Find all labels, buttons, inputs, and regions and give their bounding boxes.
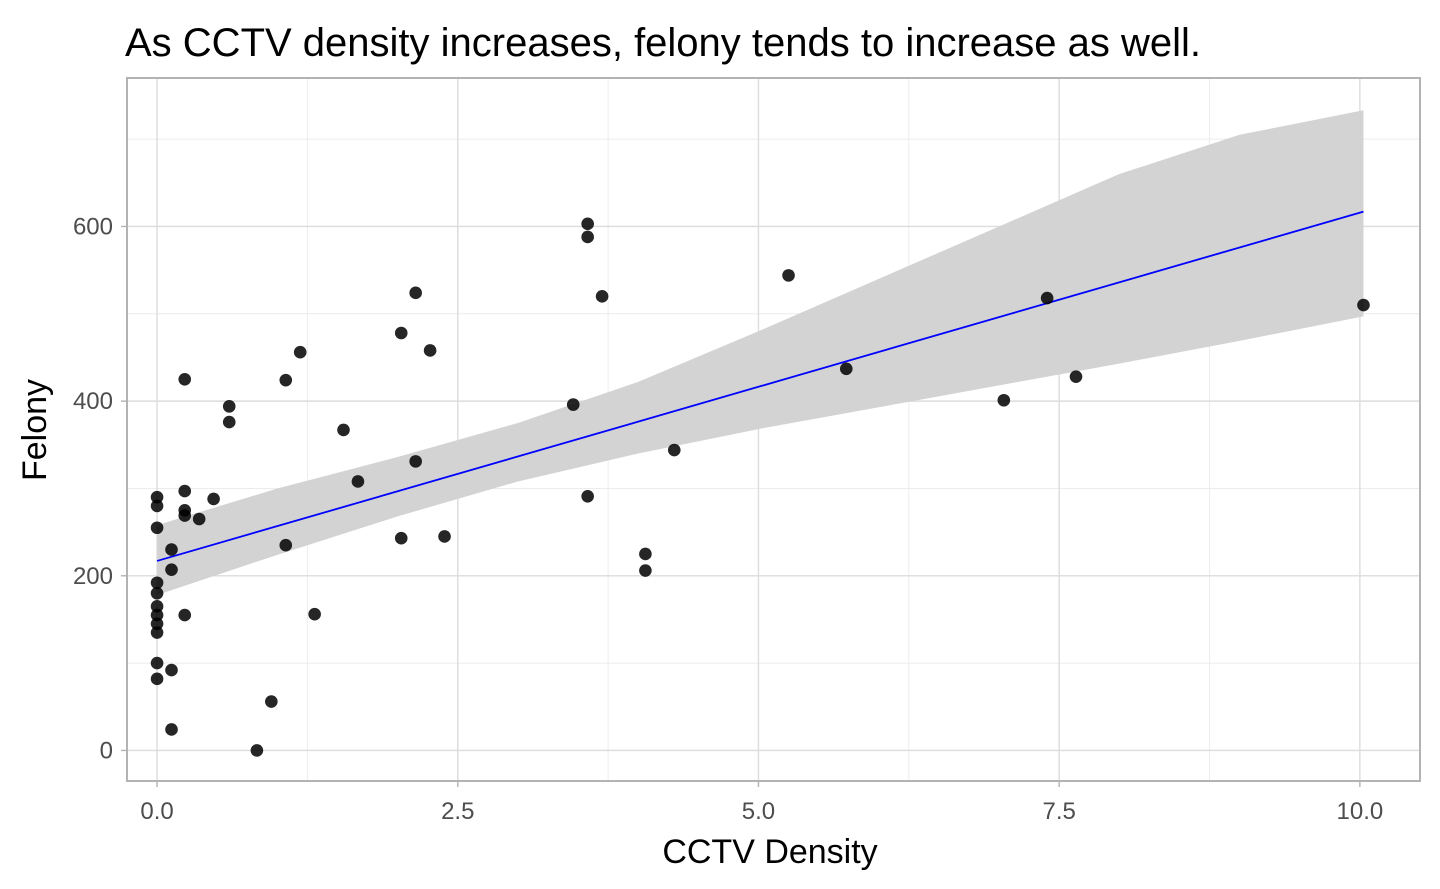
data-point — [394, 531, 408, 545]
data-point — [150, 617, 164, 631]
data-point — [250, 744, 264, 757]
trend-line — [156, 210, 1364, 562]
data-point — [150, 600, 164, 613]
chart-title: As CCTV density increases, felony tends … — [125, 21, 1201, 65]
x-tick-label: 5.0 — [742, 798, 775, 825]
data-point — [566, 398, 580, 411]
data-point — [150, 521, 164, 535]
data-point — [581, 217, 594, 231]
grid-lines — [127, 78, 1420, 781]
x-tick-label: 0.0 — [140, 798, 173, 825]
data-point — [1069, 370, 1083, 383]
data-point — [165, 543, 178, 556]
data-point — [782, 269, 795, 282]
data-point — [423, 344, 437, 357]
y-tick-label: 600 — [73, 213, 113, 240]
data-point — [839, 362, 853, 376]
plot-panel-border — [126, 77, 1421, 782]
data-point — [207, 492, 220, 506]
data-point — [1357, 298, 1370, 312]
data-point — [394, 326, 408, 340]
data-point — [222, 400, 236, 413]
y-tick-label: 0 — [100, 737, 113, 764]
trend-line-layer — [156, 210, 1364, 562]
y-tick-label: 200 — [73, 563, 113, 590]
data-point — [279, 373, 293, 387]
y-axis-title: Felony — [16, 379, 54, 481]
data-point — [150, 490, 164, 504]
data-point — [265, 695, 278, 708]
data-point — [165, 563, 178, 576]
data-point — [595, 290, 609, 303]
data-point — [150, 656, 164, 670]
data-point — [351, 475, 365, 488]
y-tick-label: 400 — [73, 388, 113, 415]
x-tick-label: 10.0 — [1337, 798, 1384, 825]
data-point — [997, 393, 1011, 407]
data-point — [308, 607, 321, 621]
data-point — [1040, 291, 1054, 305]
data-point — [667, 443, 681, 457]
data-point — [192, 512, 206, 526]
data-point — [581, 230, 594, 244]
data-point — [409, 455, 422, 468]
data-point — [337, 423, 350, 437]
data-point — [150, 576, 164, 590]
data-point — [150, 626, 164, 639]
x-tick-label: 2.5 — [441, 798, 474, 825]
data-point — [150, 608, 164, 622]
data-point — [639, 547, 652, 561]
data-point — [178, 608, 192, 622]
data-point — [150, 672, 164, 686]
axis-ticks: 0.0 2.5 5.0 7.5 10.0 0 200 400 600 — [73, 213, 1383, 825]
data-point — [178, 372, 192, 386]
data-point — [409, 286, 422, 300]
data-point — [178, 484, 192, 498]
scatter-points — [150, 217, 1370, 757]
data-point — [438, 530, 451, 543]
data-point — [293, 345, 307, 359]
data-point — [165, 663, 178, 677]
data-point — [150, 499, 164, 513]
data-point — [222, 415, 236, 429]
data-point — [279, 538, 293, 552]
data-point — [150, 586, 164, 600]
data-point — [165, 723, 178, 736]
data-point — [178, 509, 192, 522]
x-tick-label: 7.5 — [1042, 798, 1075, 825]
x-axis-title: CCTV Density — [662, 833, 877, 871]
data-point — [639, 564, 652, 577]
data-point — [581, 490, 594, 503]
